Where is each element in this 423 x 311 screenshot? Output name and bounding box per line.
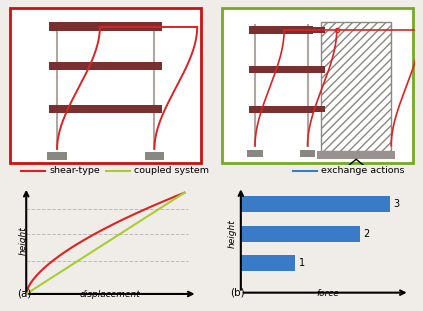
Text: height: height: [228, 219, 236, 248]
Text: height: height: [19, 227, 28, 255]
Bar: [241, 225, 360, 242]
Bar: [249, 105, 313, 113]
Text: exchange actions: exchange actions: [321, 166, 405, 175]
Bar: [304, 27, 325, 33]
Bar: [145, 152, 164, 160]
Text: shear-type: shear-type: [49, 166, 100, 175]
Bar: [49, 62, 162, 71]
Text: coupled system: coupled system: [135, 166, 209, 175]
Text: displacement: displacement: [80, 290, 140, 299]
Bar: [49, 104, 162, 113]
Text: (a): (a): [17, 289, 31, 299]
Bar: [304, 106, 325, 112]
Bar: [300, 150, 315, 157]
Text: (b): (b): [230, 287, 244, 297]
Text: force: force: [316, 289, 339, 298]
Text: 2: 2: [364, 229, 370, 239]
Bar: [241, 196, 390, 212]
Bar: [249, 26, 313, 34]
Bar: [49, 22, 162, 31]
Bar: [317, 151, 395, 159]
Text: 1: 1: [299, 258, 305, 268]
Bar: [247, 150, 263, 157]
Bar: [249, 66, 313, 73]
Text: 3: 3: [393, 199, 400, 209]
Bar: [241, 255, 295, 271]
Bar: [47, 152, 67, 160]
Bar: [321, 22, 391, 151]
Bar: [304, 67, 325, 72]
